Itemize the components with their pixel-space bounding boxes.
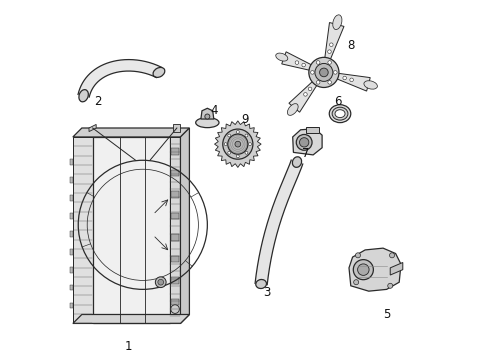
- Polygon shape: [172, 213, 179, 219]
- Text: 7: 7: [302, 147, 310, 159]
- Circle shape: [334, 71, 337, 74]
- Circle shape: [358, 264, 369, 275]
- Circle shape: [205, 114, 210, 119]
- Circle shape: [354, 280, 359, 285]
- Circle shape: [304, 93, 307, 96]
- Text: 9: 9: [241, 113, 249, 126]
- Circle shape: [328, 81, 331, 84]
- Polygon shape: [70, 249, 73, 255]
- Circle shape: [245, 151, 248, 154]
- Ellipse shape: [288, 104, 298, 115]
- Circle shape: [224, 143, 227, 145]
- Circle shape: [223, 129, 253, 159]
- Polygon shape: [173, 125, 180, 132]
- Polygon shape: [70, 231, 73, 237]
- Ellipse shape: [335, 110, 345, 118]
- Polygon shape: [172, 191, 179, 198]
- Text: 6: 6: [335, 95, 342, 108]
- Polygon shape: [390, 262, 403, 275]
- Circle shape: [235, 141, 241, 147]
- Circle shape: [311, 71, 314, 74]
- Polygon shape: [70, 285, 73, 291]
- Polygon shape: [172, 234, 179, 240]
- Circle shape: [315, 63, 333, 81]
- Circle shape: [228, 134, 231, 137]
- Polygon shape: [89, 125, 96, 132]
- Circle shape: [236, 155, 239, 158]
- Circle shape: [390, 253, 394, 258]
- Ellipse shape: [332, 107, 348, 120]
- Polygon shape: [172, 277, 179, 284]
- Polygon shape: [73, 315, 190, 323]
- Circle shape: [158, 279, 164, 285]
- Ellipse shape: [293, 157, 302, 167]
- Circle shape: [353, 260, 373, 280]
- Polygon shape: [172, 148, 179, 154]
- Polygon shape: [70, 177, 73, 183]
- Ellipse shape: [256, 279, 267, 288]
- Circle shape: [228, 134, 248, 154]
- Circle shape: [388, 283, 393, 288]
- Polygon shape: [70, 159, 73, 165]
- Ellipse shape: [329, 105, 351, 123]
- Polygon shape: [255, 160, 303, 285]
- Circle shape: [350, 78, 353, 82]
- Polygon shape: [172, 256, 179, 262]
- Ellipse shape: [79, 90, 88, 102]
- Ellipse shape: [196, 118, 219, 128]
- Polygon shape: [70, 213, 73, 219]
- Polygon shape: [70, 195, 73, 201]
- Polygon shape: [337, 73, 370, 91]
- Polygon shape: [73, 137, 93, 323]
- Polygon shape: [201, 108, 214, 119]
- Ellipse shape: [364, 81, 377, 89]
- Text: 1: 1: [124, 340, 132, 353]
- Circle shape: [245, 134, 248, 137]
- Circle shape: [302, 63, 305, 67]
- Circle shape: [319, 68, 328, 77]
- Circle shape: [296, 134, 312, 150]
- Circle shape: [171, 305, 179, 314]
- Circle shape: [299, 138, 309, 147]
- Ellipse shape: [153, 67, 165, 77]
- Text: 3: 3: [263, 287, 270, 300]
- Circle shape: [228, 151, 231, 154]
- Polygon shape: [70, 303, 73, 309]
- Polygon shape: [293, 129, 322, 155]
- Ellipse shape: [276, 53, 288, 61]
- Text: 5: 5: [383, 308, 391, 321]
- Polygon shape: [93, 137, 170, 323]
- Circle shape: [317, 61, 320, 64]
- Polygon shape: [172, 299, 179, 305]
- Circle shape: [355, 253, 361, 258]
- Circle shape: [295, 61, 299, 64]
- Circle shape: [330, 43, 333, 46]
- Circle shape: [248, 143, 251, 145]
- Polygon shape: [180, 128, 190, 323]
- Polygon shape: [78, 59, 162, 97]
- Ellipse shape: [333, 15, 342, 30]
- Circle shape: [328, 50, 331, 53]
- Polygon shape: [349, 248, 401, 291]
- Text: 2: 2: [94, 95, 102, 108]
- Text: 8: 8: [347, 39, 354, 52]
- Polygon shape: [73, 128, 190, 137]
- Polygon shape: [282, 52, 312, 70]
- Circle shape: [309, 57, 339, 87]
- Text: 4: 4: [211, 104, 218, 117]
- Polygon shape: [215, 121, 261, 167]
- Circle shape: [155, 277, 166, 288]
- Polygon shape: [306, 127, 318, 134]
- Circle shape: [343, 76, 346, 80]
- Circle shape: [317, 81, 320, 84]
- Polygon shape: [70, 267, 73, 273]
- Circle shape: [328, 61, 331, 64]
- Polygon shape: [172, 170, 179, 176]
- Circle shape: [308, 87, 312, 91]
- Polygon shape: [170, 137, 180, 323]
- Polygon shape: [289, 81, 317, 112]
- Circle shape: [236, 131, 239, 134]
- Polygon shape: [325, 23, 344, 59]
